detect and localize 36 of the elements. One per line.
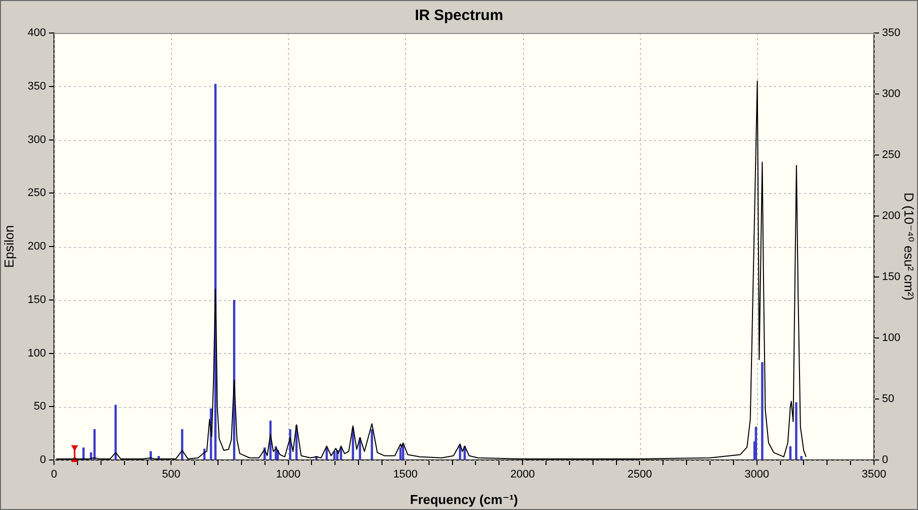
x-tick-label: 500 [162, 468, 180, 481]
x-tick-label: 0 [50, 468, 58, 481]
bar [754, 426, 758, 460]
bar [761, 362, 764, 460]
bar [795, 402, 798, 460]
y2-tick-label: 250 [882, 149, 900, 162]
y2-tick-label: 50 [882, 393, 894, 406]
y2-tick-label: 0 [882, 454, 888, 466]
x-tick-label: 1500 [393, 468, 418, 481]
y2-tick-label: 150 [882, 271, 900, 284]
chart-title: IR Spectrum [414, 7, 504, 24]
x-tick-label: 2000 [510, 468, 535, 481]
x-tick-label: 2500 [627, 468, 652, 481]
y-tick-label: 250 [28, 187, 46, 200]
y-tick-label: 200 [28, 240, 46, 253]
y-axis-title: Epsilon [1, 225, 16, 268]
y2-tick-label: 350 [882, 27, 900, 40]
y2-tick-label: 100 [882, 332, 900, 344]
y-tick-label: 100 [28, 347, 46, 360]
y-tick-label: 150 [28, 294, 46, 306]
y-tick-label: 350 [28, 80, 46, 92]
x-tick-label: 1000 [276, 468, 301, 481]
bar [326, 447, 328, 460]
y2-tick-label: 200 [882, 210, 900, 222]
x-tick-label: 3500 [862, 468, 886, 481]
y-tick-label: 50 [34, 400, 46, 413]
y-tick-label: 400 [28, 27, 46, 40]
bar [181, 429, 184, 460]
y-tick-label: 0 [40, 454, 46, 466]
x-axis-title: Frequency (cm⁻¹) [410, 492, 518, 507]
y-tick-label: 300 [28, 134, 46, 146]
y2-tick-label: 300 [882, 88, 900, 100]
x-tick-label: 3000 [744, 468, 770, 481]
bar [789, 446, 792, 460]
bar [800, 456, 802, 460]
y2-axis-title: D (10⁻⁴⁰ esu² cm²) [902, 192, 917, 300]
